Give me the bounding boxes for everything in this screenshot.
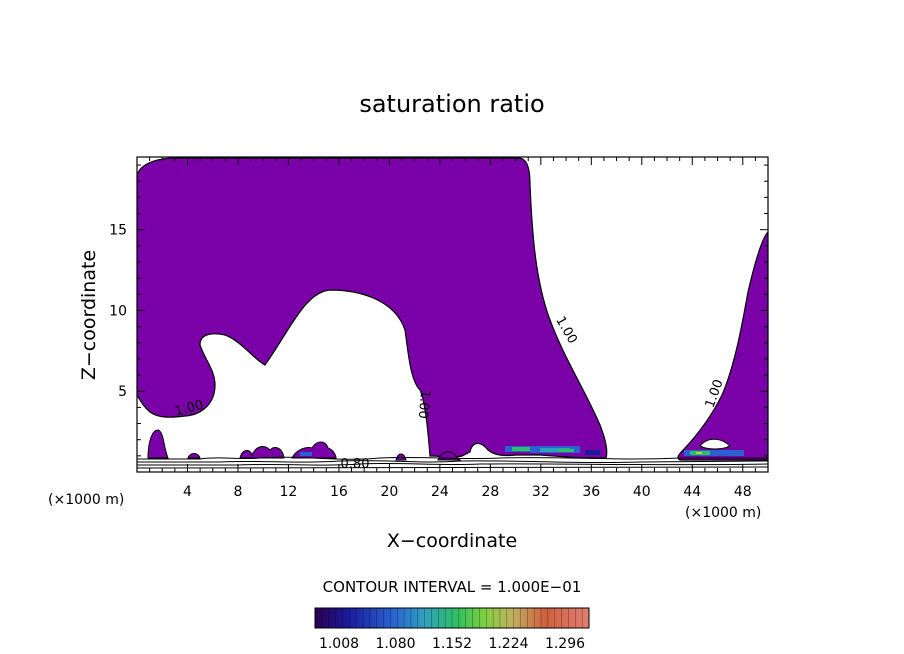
x-unit-right: (×1000 m): [685, 505, 761, 521]
colorbar-tick-label: 1.080: [375, 636, 415, 652]
saturated-blob-a: [187, 453, 201, 459]
x-tick-label: 24: [431, 484, 449, 500]
contour-interval-label: CONTOUR INTERVAL = 1.000E−01: [323, 578, 582, 596]
surface-contour-lines: [137, 456, 768, 469]
x-tick-label: 32: [532, 484, 550, 500]
colorbar-stripes: [321, 608, 583, 628]
y-axis-label: Z−coordinate: [78, 250, 100, 380]
x-unit-left: (×1000 m): [48, 492, 124, 508]
saturated-region-right: [677, 231, 768, 461]
x-tick-labels: 4 8 12 16 20 24 28 32 36 40 44 48: [183, 484, 752, 500]
saturated-blob-left: [147, 429, 169, 459]
x-tick-label: 8: [233, 484, 242, 500]
colorbar-tick-label: 1.008: [319, 636, 359, 652]
y-tick-label: 5: [118, 384, 127, 400]
x-tick-label: 20: [380, 484, 398, 500]
contour-label: 0.80: [341, 457, 370, 472]
contour-label: 1.00: [173, 398, 205, 420]
y-tick-label: 10: [109, 303, 127, 319]
saturated-blob-d: [395, 453, 407, 461]
x-axis-label: X−coordinate: [387, 530, 517, 552]
colorbar-tick-labels: 1.008 1.080 1.152 1.224 1.296: [319, 636, 585, 652]
chart-title: saturation ratio: [359, 90, 544, 118]
saturated-blob-c: [291, 441, 337, 459]
x-tick-label: 28: [481, 484, 499, 500]
saturated-region-main: [137, 157, 608, 459]
y-tick-label: 15: [109, 223, 127, 239]
colorbar-tick-label: 1.152: [432, 636, 472, 652]
x-tick-label: 12: [280, 484, 298, 500]
unsaturated-pocket-right: [699, 438, 731, 450]
x-tick-label: 44: [683, 484, 701, 500]
x-tick-label: 4: [183, 484, 192, 500]
x-tick-label: 48: [734, 484, 752, 500]
high-saturation-cores: [300, 446, 744, 456]
colorbar-tick-label: 1.296: [545, 636, 585, 652]
x-tick-label: 36: [582, 484, 600, 500]
saturated-blob-b: [239, 446, 285, 459]
axis-ticks: [137, 157, 768, 472]
y-tick-labels: 5 10 15: [109, 223, 127, 401]
filled-contours: [137, 157, 768, 469]
colorbar-tick-label: 1.224: [488, 636, 528, 652]
contour-label: 1.00: [415, 389, 432, 419]
x-tick-label: 40: [633, 484, 651, 500]
x-tick-label: 16: [330, 484, 348, 500]
